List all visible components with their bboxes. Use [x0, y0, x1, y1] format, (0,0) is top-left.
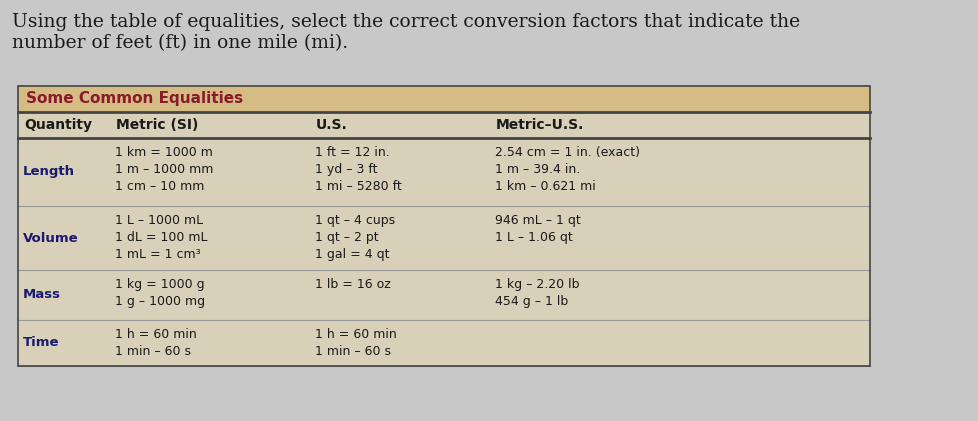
Text: 1 kg = 1000 g: 1 kg = 1000 g	[114, 278, 204, 291]
Text: Some Common Equalities: Some Common Equalities	[26, 91, 243, 107]
Text: 1 mi – 5280 ft: 1 mi – 5280 ft	[315, 180, 401, 193]
Text: Quantity: Quantity	[24, 118, 92, 132]
Text: number of feet (ft) in one mile (mi).: number of feet (ft) in one mile (mi).	[12, 34, 348, 52]
Text: 1 h = 60 min: 1 h = 60 min	[114, 328, 197, 341]
Text: 1 km – 0.621 mi: 1 km – 0.621 mi	[495, 180, 596, 193]
Text: 1 cm – 10 mm: 1 cm – 10 mm	[114, 180, 204, 193]
Text: 1 L – 1.06 qt: 1 L – 1.06 qt	[495, 231, 572, 244]
Text: U.S.: U.S.	[316, 118, 347, 132]
Text: 1 qt – 4 cups: 1 qt – 4 cups	[315, 214, 395, 227]
Text: Using the table of equalities, select the correct conversion factors that indica: Using the table of equalities, select th…	[12, 13, 799, 31]
Text: 1 lb = 16 oz: 1 lb = 16 oz	[315, 278, 390, 291]
Text: Metric (SI): Metric (SI)	[115, 118, 199, 132]
Text: 946 mL – 1 qt: 946 mL – 1 qt	[495, 214, 580, 227]
Text: Mass: Mass	[22, 288, 61, 301]
Bar	[18, 86, 869, 366]
Text: 1 min – 60 s: 1 min – 60 s	[114, 345, 191, 358]
Text: 1 gal = 4 qt: 1 gal = 4 qt	[315, 248, 389, 261]
Text: 1 ft = 12 in.: 1 ft = 12 in.	[315, 146, 389, 159]
Text: 1 h = 60 min: 1 h = 60 min	[315, 328, 396, 341]
Text: 1 g – 1000 mg: 1 g – 1000 mg	[114, 295, 205, 308]
Text: 1 m – 39.4 in.: 1 m – 39.4 in.	[495, 163, 580, 176]
Text: 1 kg – 2.20 lb: 1 kg – 2.20 lb	[495, 278, 579, 291]
Text: 454 g – 1 lb: 454 g – 1 lb	[495, 295, 567, 308]
Text: 1 mL = 1 cm³: 1 mL = 1 cm³	[114, 248, 200, 261]
Text: 1 L – 1000 mL: 1 L – 1000 mL	[114, 214, 202, 227]
Text: Metric–U.S.: Metric–U.S.	[496, 118, 584, 132]
Bar	[18, 86, 869, 112]
Text: 1 qt – 2 pt: 1 qt – 2 pt	[315, 231, 378, 244]
Text: 1 m – 1000 mm: 1 m – 1000 mm	[114, 163, 213, 176]
Text: 1 min – 60 s: 1 min – 60 s	[315, 345, 390, 358]
Text: 1 yd – 3 ft: 1 yd – 3 ft	[315, 163, 378, 176]
Text: 2.54 cm = 1 in. (exact): 2.54 cm = 1 in. (exact)	[495, 146, 640, 159]
Text: Volume: Volume	[22, 232, 78, 245]
Text: Length: Length	[22, 165, 75, 179]
Text: 1 dL = 100 mL: 1 dL = 100 mL	[114, 231, 207, 244]
Bar	[18, 86, 869, 366]
Text: 1 km = 1000 m: 1 km = 1000 m	[114, 146, 212, 159]
Text: Time: Time	[22, 336, 60, 349]
